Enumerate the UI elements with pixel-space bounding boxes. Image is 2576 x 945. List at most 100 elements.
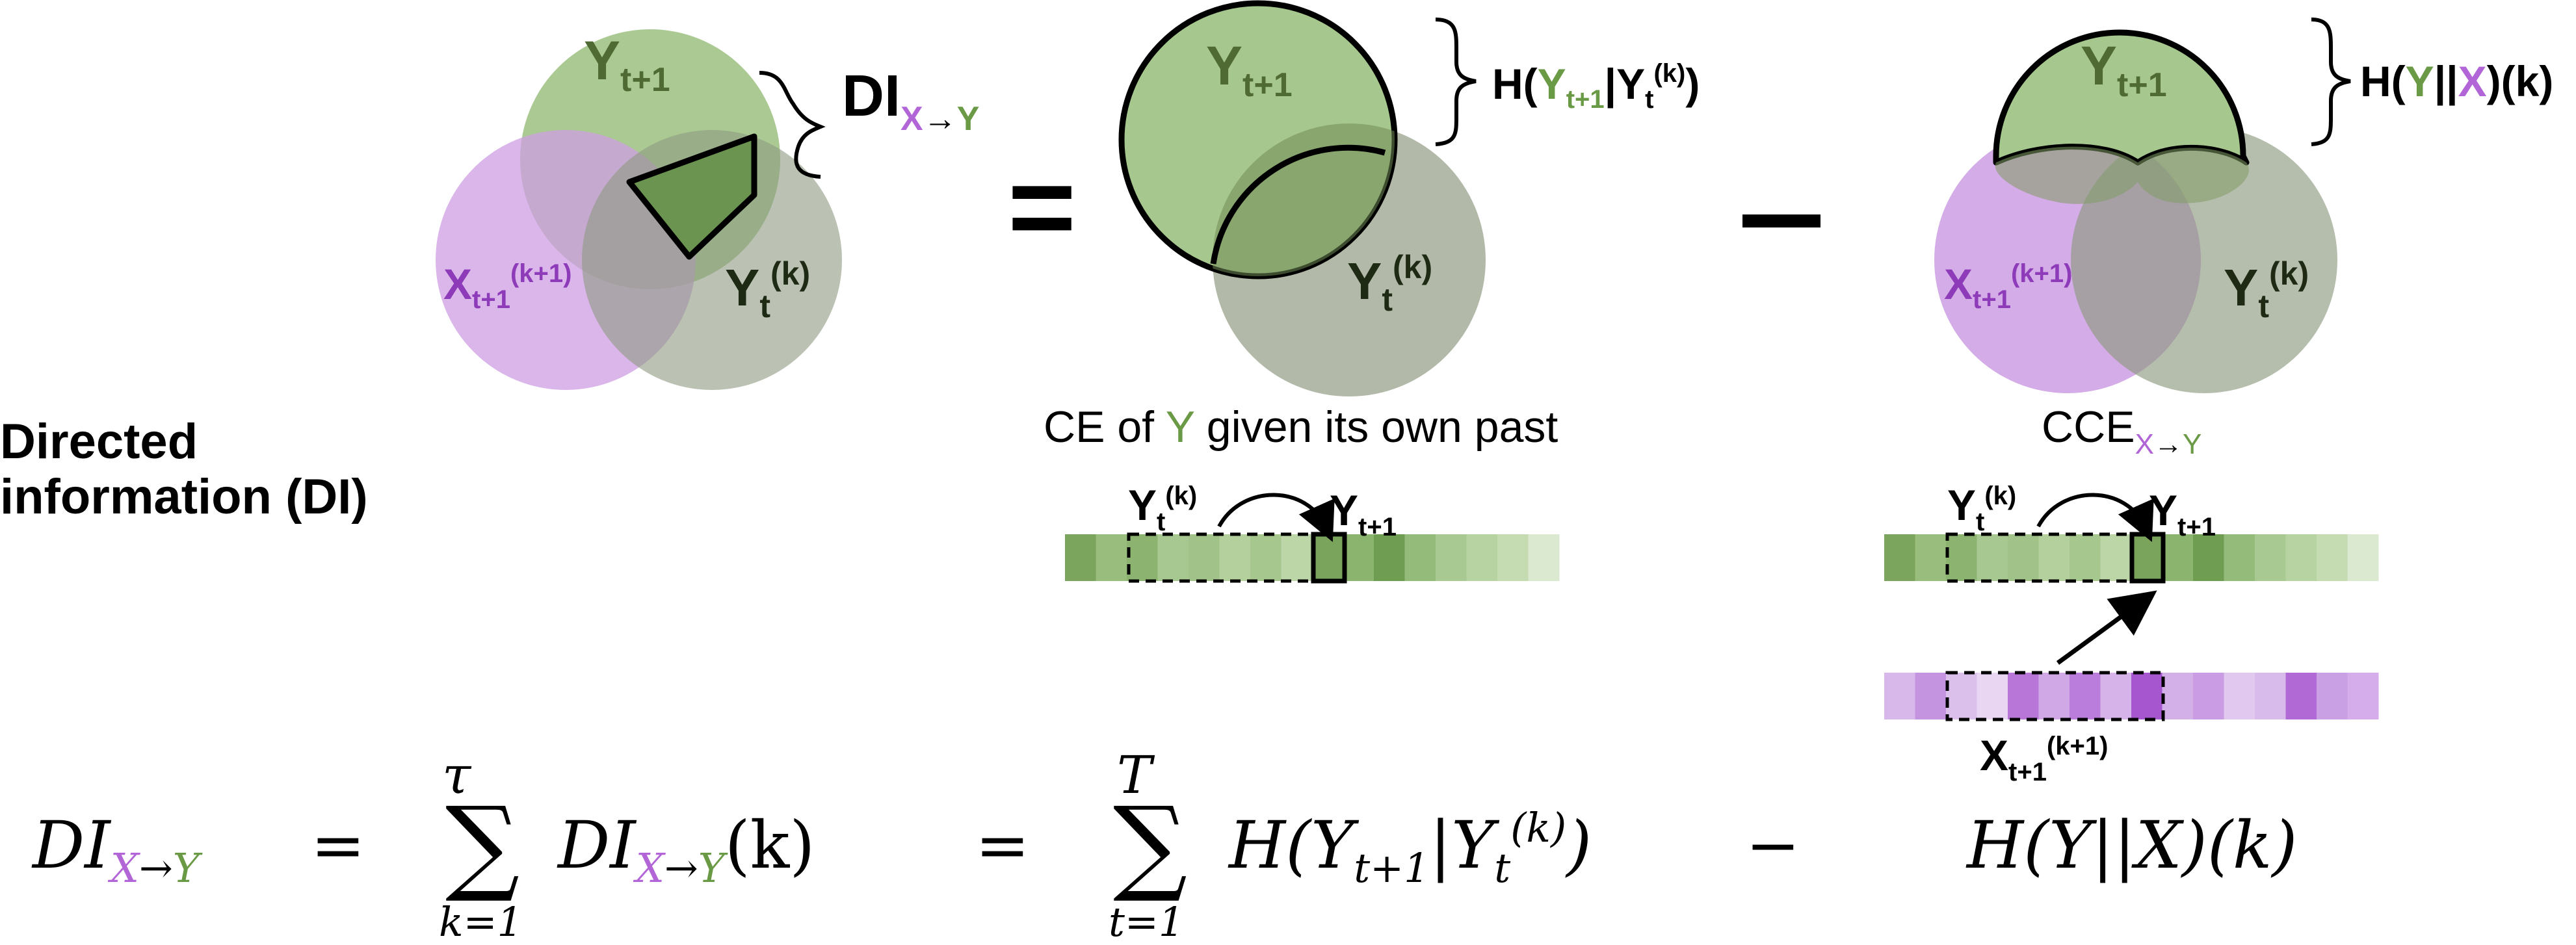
middle-strip-cell (1497, 534, 1529, 581)
right-x-strip-cell (2131, 673, 2162, 719)
venn-label-y-past-mid: Yt(k) (1347, 249, 1432, 318)
formula-term2: H(Yt+1|Yt(k)) (1228, 804, 1592, 892)
sum2-symbol: ∑ (1113, 784, 1187, 905)
right-x-strip-cell (1977, 673, 2008, 719)
right-strip-past-label: Yt(k) (1947, 481, 2016, 536)
venn-label-x-past: Xt+1(k+1) (443, 259, 572, 314)
formula-minus: − (1746, 807, 1800, 883)
brace-icon (2311, 18, 2351, 146)
right-y-strip-cell (2162, 534, 2194, 581)
right-y-strip-cell (1946, 534, 1977, 581)
brace-icon (1435, 18, 1477, 146)
middle-strip-cell (1466, 534, 1498, 581)
right-x-strip-cell (1884, 673, 1915, 719)
right-x-strip-cell (2285, 673, 2317, 719)
middle-strip-cell (1127, 534, 1158, 581)
right-venn: Yt+1 Xt+1(k+1) Yt(k) H(Y||X)(k) CCEX→Y (1934, 18, 2553, 460)
formula-eq2: = (975, 807, 1030, 883)
right-x-strip-cell (2008, 673, 2039, 719)
middle-strip-cell (1374, 534, 1405, 581)
right-x-time-series-strip (1884, 673, 2379, 719)
formula-lhs: DIX→Y (31, 807, 203, 892)
left-venn: Yt+1 Xt+1(k+1) Yt(k) DIX→Y (436, 29, 979, 390)
sum1-upper: τ (442, 745, 472, 805)
middle-venn: Yt+1 Yt(k) H(Yt+1|Yt(k)) CE of Y given i… (1044, 0, 1700, 452)
middle-time-series-strip (1065, 534, 1560, 581)
right-y-strip-cell (2347, 534, 2379, 581)
middle-strip-cell (1312, 534, 1343, 581)
sum1-symbol: ∑ (445, 784, 519, 905)
venn-label-y-next-mid: Yt+1 (1206, 35, 1293, 104)
side-label: Directed information (DI) (0, 414, 368, 524)
right-y-strip-cell (2285, 534, 2317, 581)
middle-strip-cell (1436, 534, 1467, 581)
right-y-strip-cell (1915, 534, 1947, 581)
middle-strip-cell (1065, 534, 1096, 581)
right-y-strip-cell (2131, 534, 2162, 581)
side-label-line1: Directed (0, 414, 198, 469)
right-x-strip-cell (2100, 673, 2132, 719)
middle-strip-cell (1343, 534, 1374, 581)
middle-strip-cell (1189, 534, 1220, 581)
venn-circle-y-past-right (2071, 127, 2337, 393)
sum2-lower: t=1 (1109, 898, 1184, 945)
right-strip-arrow (2036, 493, 2154, 542)
venn-label-y-past: Yt(k) (725, 255, 810, 324)
di-region-outline (626, 133, 757, 260)
right-x-strip-cell (2038, 673, 2070, 719)
middle-strip-cell (1528, 534, 1560, 581)
caption-ce: CE of Y given its own past (1044, 402, 1558, 452)
sum2-upper: T (1117, 745, 1155, 805)
right-strip-x-label: Xt+1(k+1) (1980, 731, 2108, 786)
brace-label-di: DIX→Y (842, 64, 979, 138)
right-y-strip-cell (1977, 534, 2008, 581)
right-y-strip-cell (2070, 534, 2101, 581)
formula-eq1: = (311, 807, 365, 883)
right-y-strip-cell (2224, 534, 2255, 581)
middle-strip-cell (1404, 534, 1436, 581)
middle-strip-cell (1250, 534, 1281, 581)
venn-label-y-past-right: Yt(k) (2224, 255, 2309, 324)
formula-term1: DIX→Y(k) (557, 807, 815, 892)
caption-cce: CCEX→Y (2042, 402, 2201, 460)
middle-strip-past-label: Yt(k) (1128, 481, 1197, 536)
brace-icon (759, 71, 826, 179)
right-x-strip-cell (2162, 673, 2194, 719)
side-label-line2: information (DI) (0, 469, 368, 524)
brace-label-ce: H(Yt+1|Yt(k)) (1492, 59, 1700, 114)
right-x-strip-cell (2070, 673, 2101, 719)
right-y-time-series-strip (1884, 534, 2379, 581)
right-y-strip-cell (2255, 534, 2286, 581)
right-y-strip-cell (2038, 534, 2070, 581)
right-x-strip-cell (2224, 673, 2255, 719)
right-x-past-window (1945, 671, 2165, 721)
right-x-strip-cell (2317, 673, 2348, 719)
formula: DIX→Y = τ ∑ k=1 DIX→Y(k) = T ∑ t=1 H(Yt+… (31, 745, 2297, 945)
middle-strip-arrow (1217, 493, 1335, 542)
middle-strip-cell (1281, 534, 1313, 581)
middle-strip-cell (1219, 534, 1251, 581)
right-y-strip-cell (2008, 534, 2039, 581)
middle-strip-next-label: Yt+1 (1330, 486, 1397, 541)
middle-strip-cell (1157, 534, 1189, 581)
sum1-lower: k=1 (439, 898, 523, 945)
venn-label-y-next-right: Yt+1 (2081, 35, 2167, 104)
formula-term3: H(Y||X)(k) (1965, 807, 2297, 883)
right-y-strip-cell (2100, 534, 2132, 581)
right-y-strip-cell (2317, 534, 2348, 581)
middle-strip-cell (1096, 534, 1127, 581)
right-strip-next-label: Yt+1 (2149, 486, 2216, 541)
venn-label-y-next: Yt+1 (584, 30, 670, 99)
x-to-y-arrow (2056, 590, 2157, 665)
right-x-strip-cell (2347, 673, 2379, 719)
right-x-strip-cell (2193, 673, 2224, 719)
right-y-strip-cell (1884, 534, 1915, 581)
right-x-strip-cell (1915, 673, 1947, 719)
venn-inner-arc (1210, 144, 1386, 265)
venn-label-x-past-right: Xt+1(k+1) (1944, 259, 2072, 314)
venn-cap-lower-right (1995, 146, 2249, 204)
right-x-strip-cell (2255, 673, 2286, 719)
equals-sign: = (1008, 142, 1076, 272)
right-y-strip-cell (2193, 534, 2224, 581)
